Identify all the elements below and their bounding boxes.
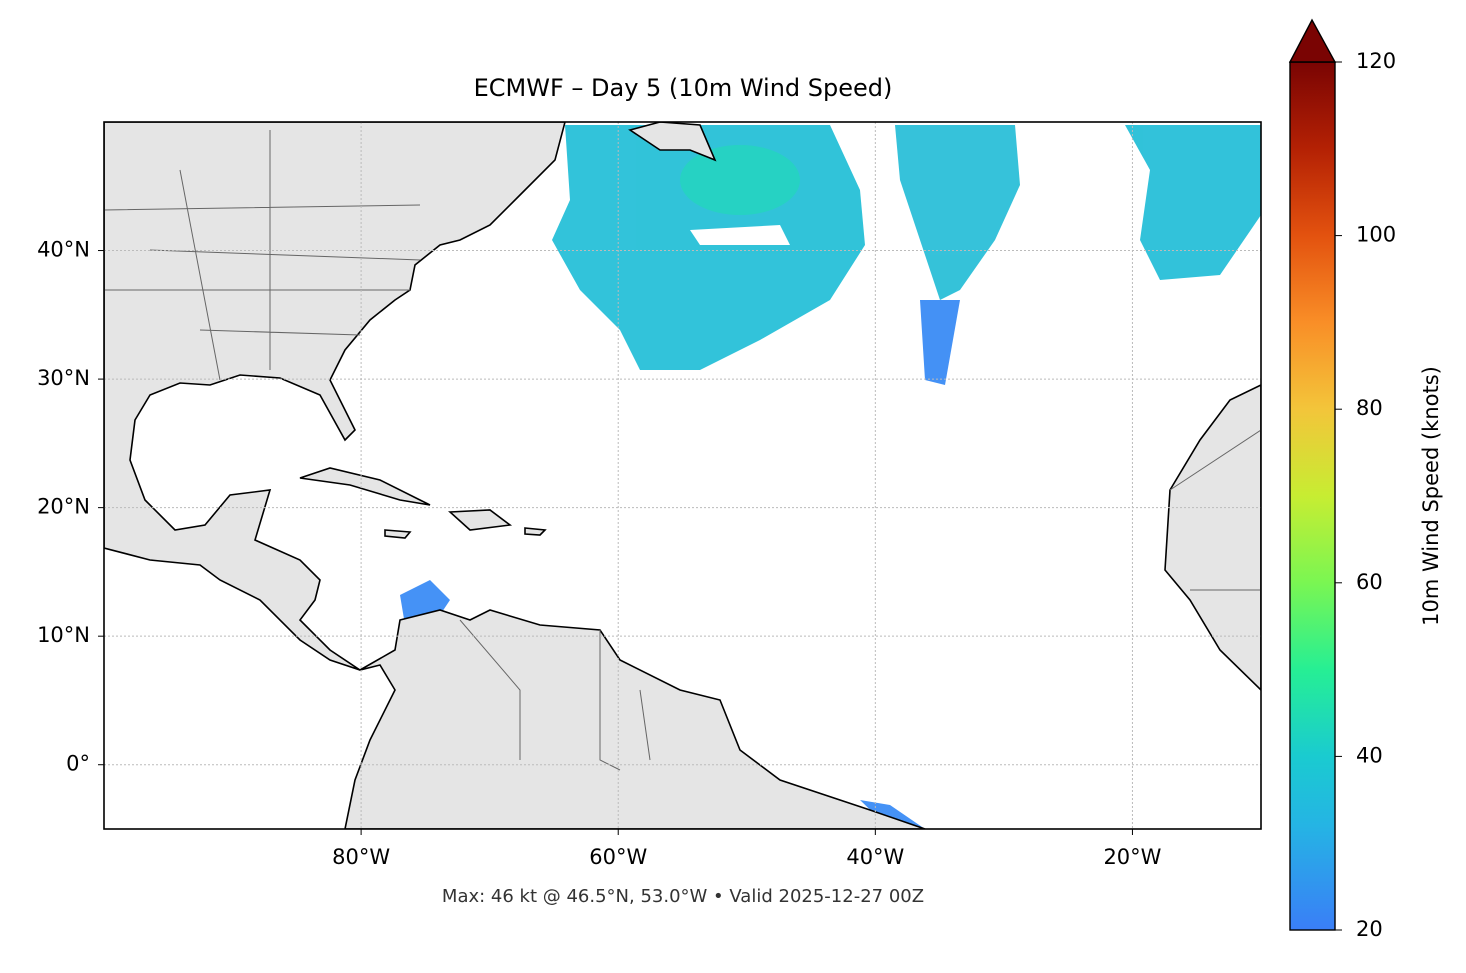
colorbar-tick-label: 120: [1356, 49, 1396, 73]
map-area: [104, 122, 1261, 829]
y-tick-label: 20°N: [37, 495, 90, 519]
x-tick-label: 40°W: [846, 845, 904, 869]
footer-note: Max: 46 kt @ 46.5°N, 53.0°W • Valid 2025…: [442, 886, 924, 907]
map-title: ECMWF – Day 5 (10m Wind Speed): [474, 74, 893, 102]
x-tick-label: 20°W: [1103, 845, 1161, 869]
y-tick-label: 0°: [66, 752, 90, 776]
x-tick-label: 60°W: [589, 845, 647, 869]
colorbar-tick-label: 60: [1356, 570, 1383, 594]
grid: [104, 122, 1261, 829]
colorbar-tick-label: 20: [1356, 917, 1383, 941]
y-tick-label: 30°N: [37, 366, 90, 390]
colorbar-tick-label: 40: [1356, 743, 1383, 767]
y-tick-label: 10°N: [37, 623, 90, 647]
colorbar-tick-label: 100: [1356, 223, 1396, 247]
colorbar-tick-label: 80: [1356, 396, 1383, 420]
colorbar-label: 10m Wind Speed (knots): [1419, 366, 1443, 626]
x-tick-label: 80°W: [332, 845, 390, 869]
colorbar-extend: [1288, 18, 1337, 63]
colorbar: [1289, 61, 1336, 931]
map-frame: [103, 121, 1262, 830]
y-tick-label: 40°N: [37, 238, 90, 262]
land: [104, 122, 1261, 829]
